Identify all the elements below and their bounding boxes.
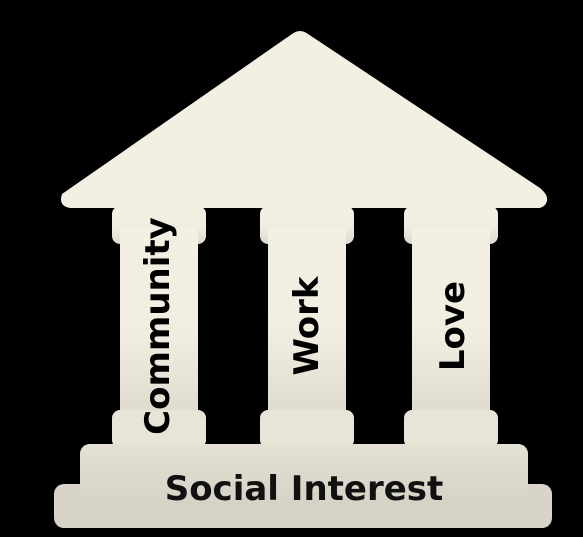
pillar-label-work: Work [287,275,327,375]
foundation-label: Social Interest [165,469,444,509]
temple-foundation [54,444,552,528]
pillar-label-love: Love [433,281,473,371]
pillar-love [404,206,498,448]
pillar-community [112,206,206,448]
temple-roof [61,31,548,208]
pillar-label-community: Community [138,217,178,435]
pillar-work [260,206,354,448]
